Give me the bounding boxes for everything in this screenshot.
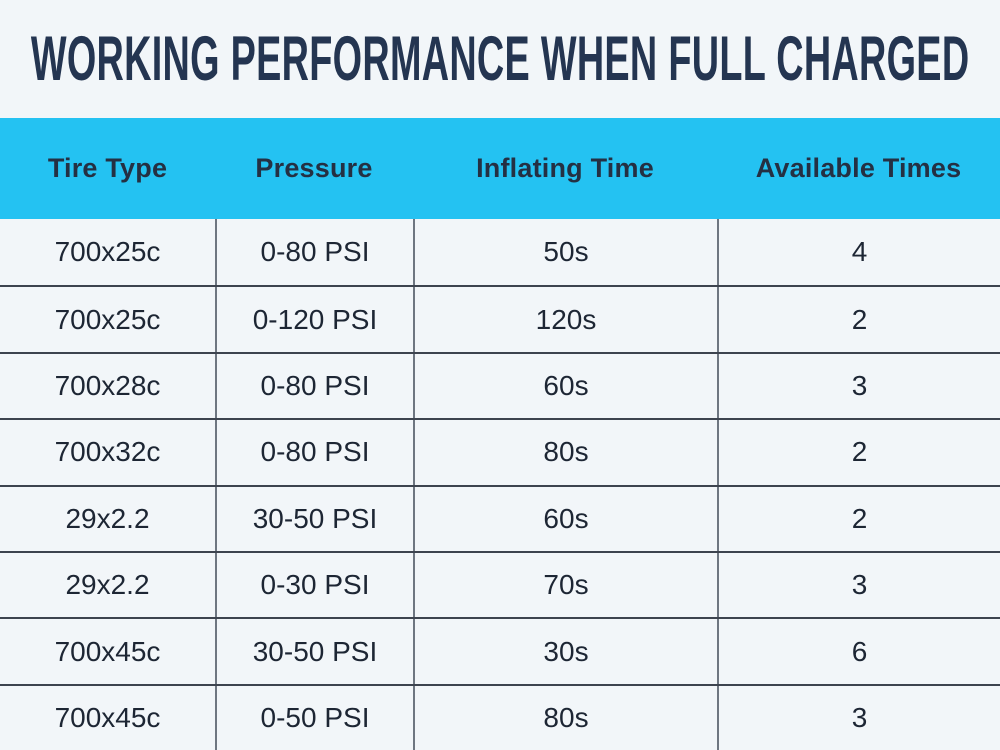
table-cell: 30-50 PSI <box>215 619 413 684</box>
table-cell: 700x28c <box>54 369 161 401</box>
table-cell: 30-50 PSI <box>215 486 413 551</box>
table-cell: 2 <box>717 486 1000 551</box>
table-cell: 0-80 PSI <box>215 219 413 286</box>
table-cell: 0-50 PSI <box>215 685 413 750</box>
table-cell: 4 <box>717 219 1000 286</box>
table-cell: 700x25c <box>54 236 161 268</box>
table-row: 700x28c 0-80 PSI 60s 3 <box>0 351 1000 419</box>
table-cell: 120s <box>413 287 717 352</box>
table-cell: 30s <box>413 619 717 684</box>
table-row: 29x2.2 0-30 PSI 70s 3 <box>0 550 1000 618</box>
table-cell: 2 <box>717 420 1000 485</box>
title-block: WORKING PERFORMANCE WHEN FULL CHARGED <box>0 0 1000 118</box>
table-cell: 29x2.2 <box>65 502 150 534</box>
table-cell: 700x45c <box>54 701 161 733</box>
table-body: 700x25c 0-80 PSI 50s 4 700x25c 0-120 PSI 120s 2… <box>0 219 1000 750</box>
table-cell: 0-80 PSI <box>215 420 413 485</box>
table-cell: 60s <box>413 486 717 551</box>
table-cell: 0-80 PSI <box>215 353 413 419</box>
table-cell: 2 <box>717 287 1000 352</box>
table-row: 700x45c 30-50 PSI 30s 6 <box>0 617 1000 684</box>
table-cell: 3 <box>717 685 1000 750</box>
table-cell: 50s <box>413 219 717 286</box>
table-row: 29x2.2 30-50 PSI 60s 2 <box>0 484 1000 551</box>
column-header-inflating-time: Inflating Time <box>476 153 654 183</box>
table-cell: 70s <box>413 552 717 618</box>
table-cell: 3 <box>717 353 1000 419</box>
table-cell: 0-30 PSI <box>215 552 413 618</box>
table-cell: 700x32c <box>54 436 161 468</box>
table-cell: 80s <box>413 685 717 750</box>
table-cell: 6 <box>717 619 1000 684</box>
table-row: 700x32c 0-80 PSI 80s 2 <box>0 418 1000 485</box>
table-cell: 80s <box>413 420 717 485</box>
table-cell: 700x45c <box>54 635 161 667</box>
column-header-pressure: Pressure <box>255 153 373 183</box>
table-cell: 60s <box>413 353 717 419</box>
table-cell: 0-120 PSI <box>215 287 413 352</box>
column-header-tire-type: Tire Type <box>47 153 168 183</box>
table-cell: 700x25c <box>54 303 161 335</box>
table-header-row: Tire Type Pressure Inflating Time Availa… <box>0 118 1000 219</box>
table-row: 700x45c 0-50 PSI 80s 3 <box>0 683 1000 750</box>
table-row: 700x25c 0-80 PSI 50s 4 <box>0 219 1000 286</box>
table-cell: 29x2.2 <box>65 569 150 601</box>
table-cell: 3 <box>717 552 1000 618</box>
column-header-available-times: Available Times <box>755 153 962 183</box>
page-title: WORKING PERFORMANCE WHEN FULL CHARGED <box>30 24 970 94</box>
table-row: 700x25c 0-120 PSI 120s 2 <box>0 285 1000 352</box>
